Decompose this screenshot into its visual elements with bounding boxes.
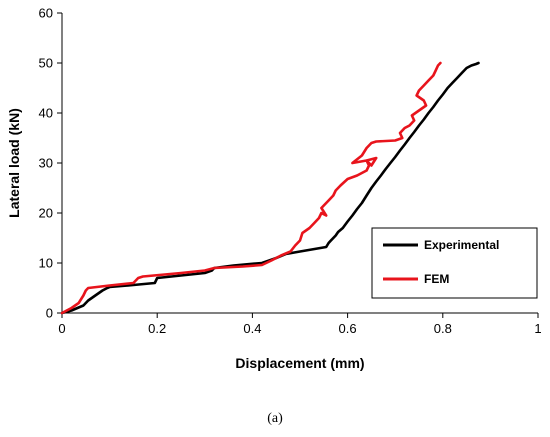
x-tick-label: 0.6 bbox=[339, 321, 357, 336]
y-tick-label: 40 bbox=[39, 106, 53, 121]
legend-label-fem: FEM bbox=[424, 272, 449, 286]
x-tick-label: 0.8 bbox=[434, 321, 452, 336]
legend-box bbox=[371, 227, 538, 299]
y-tick-label: 60 bbox=[39, 6, 53, 21]
x-axis-title: Displacement (mm) bbox=[235, 355, 364, 371]
y-tick-label: 0 bbox=[46, 306, 53, 321]
legend: Experimental FEM bbox=[371, 227, 538, 299]
series-line-fem bbox=[60, 61, 442, 315]
y-tick-label: 20 bbox=[39, 206, 53, 221]
x-tick-label: 0.2 bbox=[148, 321, 166, 336]
series-line-experimental bbox=[60, 61, 480, 315]
x-tick-label: 0.4 bbox=[243, 321, 261, 336]
y-axis-title: Lateral load (kN) bbox=[6, 108, 22, 218]
x-tick-label: 0 bbox=[58, 321, 65, 336]
y-tick-label: 50 bbox=[39, 56, 53, 71]
y-tick-label: 10 bbox=[39, 256, 53, 271]
chart-lines bbox=[60, 61, 480, 315]
legend-label-experimental: Experimental bbox=[424, 238, 499, 252]
figure-caption: (a) bbox=[267, 411, 283, 426]
x-tick-label: 1 bbox=[534, 321, 541, 336]
y-tick-label: 30 bbox=[39, 156, 53, 171]
